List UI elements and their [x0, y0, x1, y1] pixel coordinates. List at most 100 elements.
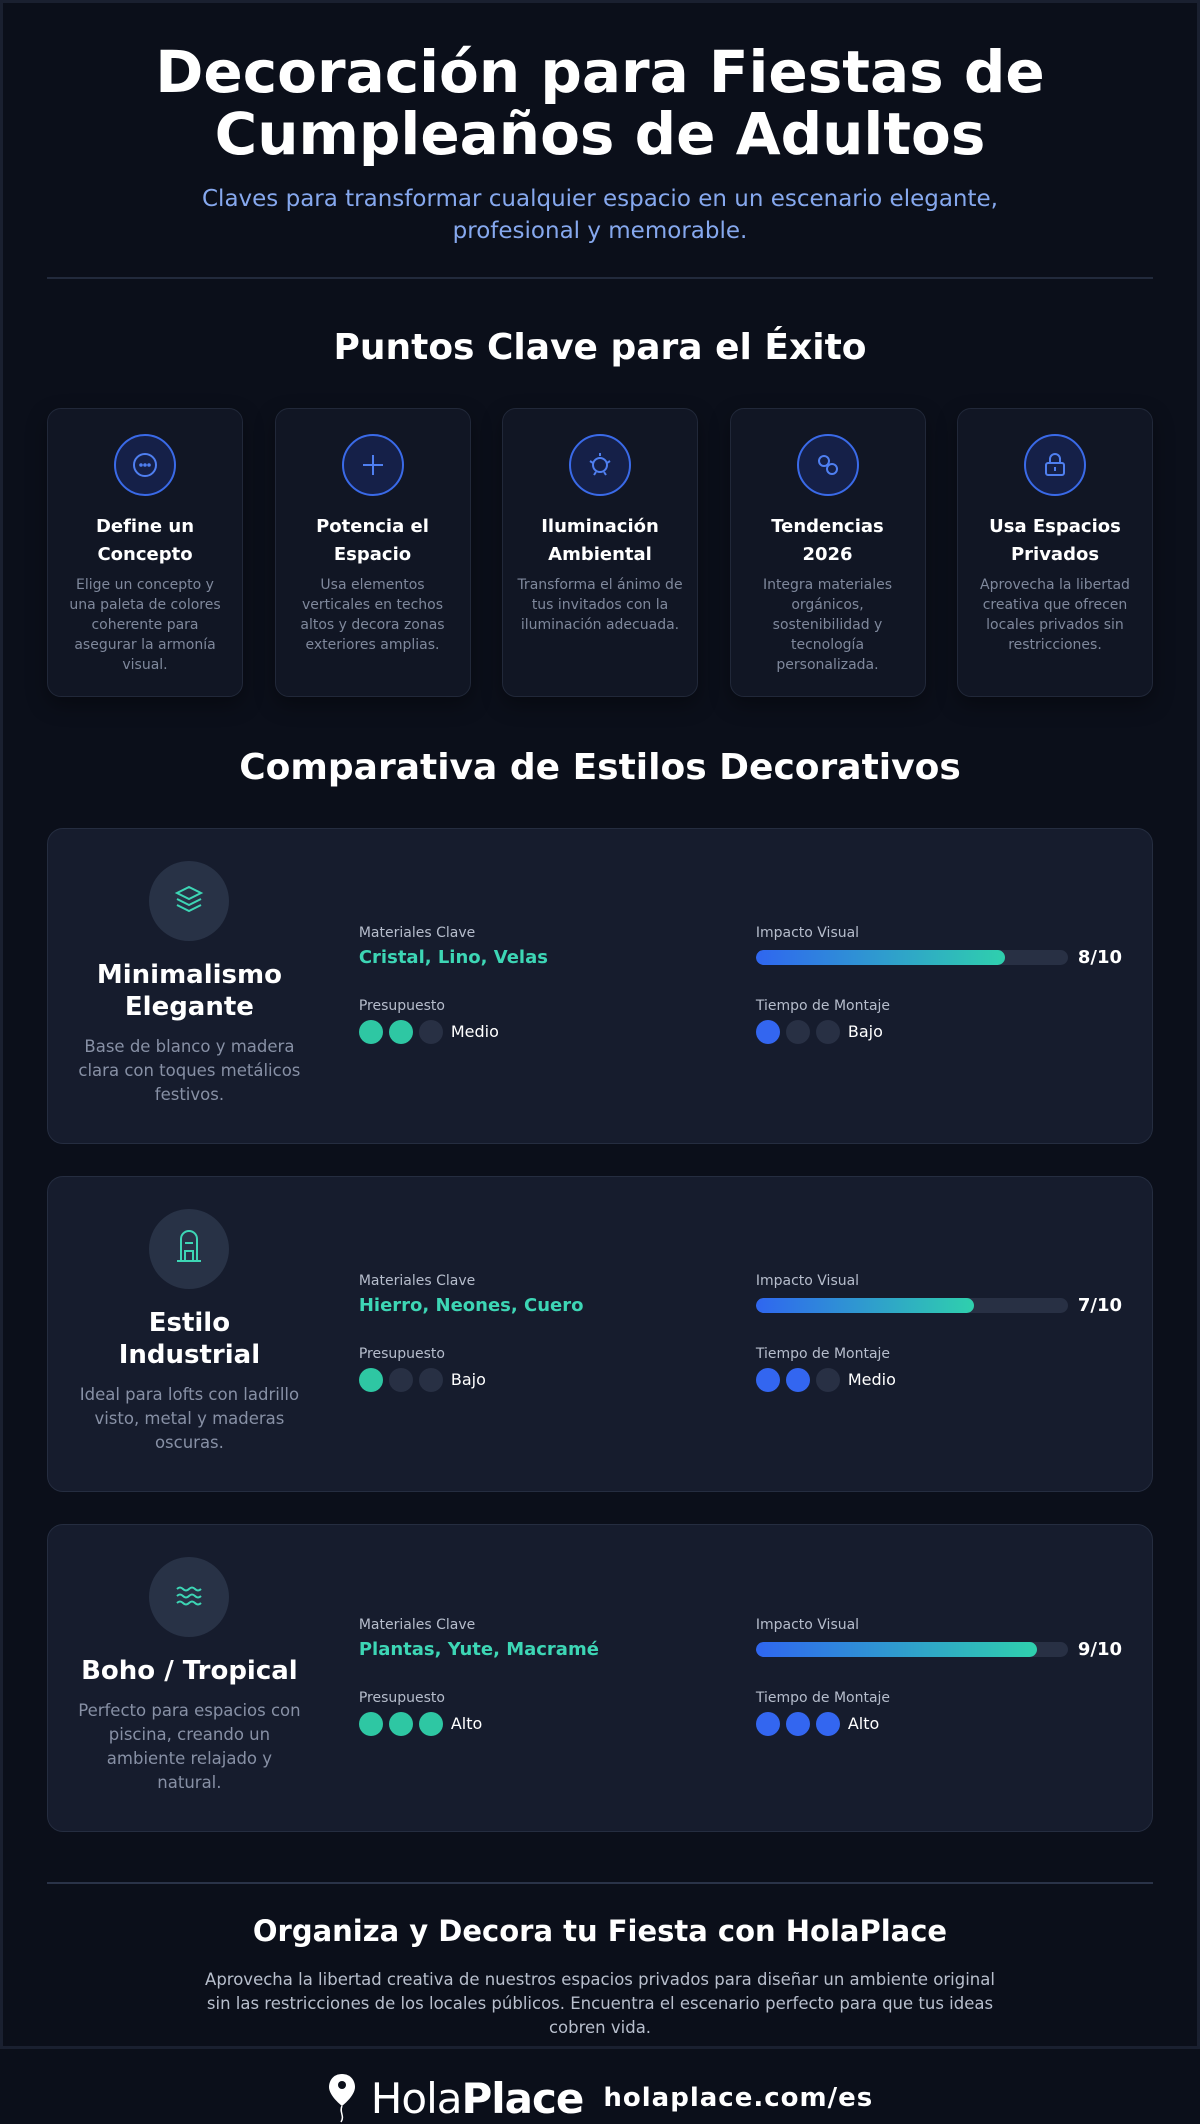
- style-summary: Minimalismo Elegante Base de blanco y mad…: [78, 861, 301, 1107]
- metric: Materiales Clave Cristal, Lino, Velas: [359, 925, 756, 968]
- metric-label: Tiempo de Montaje: [755, 1689, 891, 1706]
- rating-label: Bajo: [847, 1022, 883, 1041]
- metric-label: Impacto Visual: [755, 1616, 860, 1633]
- style-metrics: Materiales Clave Cristal, Lino, Velas Impa…: [358, 924, 1122, 1044]
- logo-pin: [328, 2074, 355, 2123]
- rating-label: Bajo: [450, 1370, 486, 1389]
- subtitle: Claves para transformar cualquier espaci…: [202, 186, 998, 244]
- style-description: Perfecto para espacios con piscina, crea…: [78, 1701, 301, 1792]
- metric: Tiempo de Montaje Bajo: [755, 998, 1122, 1044]
- rating-dot: [388, 1367, 413, 1392]
- style-description: Base de blanco y madera clara con toques…: [78, 1037, 301, 1104]
- key-point-card: Potencia el Espacio Usa elementos vertica…: [274, 408, 471, 697]
- impact-row: 8/10: [755, 946, 1122, 968]
- metric: Presupuesto Medio: [358, 998, 756, 1044]
- rating-dot: [358, 1019, 383, 1044]
- icon: [517, 433, 683, 497]
- metric: Tiempo de Montaje Medio: [755, 1345, 1122, 1392]
- key-points: Define un Concepto Elige un concepto y un…: [47, 408, 1153, 697]
- rating-row: Medio: [755, 1367, 1122, 1392]
- rating-dot: [815, 1711, 840, 1736]
- impact-track: [755, 949, 1068, 965]
- metric: Materiales Clave Hierro, Neones, Cuero: [359, 1273, 756, 1316]
- rating-dot: [815, 1367, 840, 1392]
- metric-label: Presupuesto: [358, 1689, 445, 1706]
- key-point-title: Usa Espacios Privados: [989, 516, 1121, 565]
- icon: [78, 1557, 301, 1637]
- url[interactable]: holaplace.com/es: [603, 2083, 874, 2113]
- icon: [114, 434, 176, 496]
- metric-label: Presupuesto: [358, 1345, 445, 1362]
- rating-label: Alto: [847, 1714, 880, 1733]
- impact-label: 8/10: [1077, 946, 1122, 968]
- style-comparison: Minimalismo Elegante Base de blanco y mad…: [47, 828, 1153, 1832]
- footer-text: Aprovecha la libertad creativa de nuestr…: [205, 1970, 995, 2037]
- rating-dot: [755, 1367, 780, 1392]
- materials: Cristal, Lino, Velas: [358, 946, 548, 968]
- icon: [78, 861, 301, 941]
- impact-row: 7/10: [755, 1294, 1122, 1316]
- rating-dots: [755, 1367, 846, 1392]
- style-name: Boho / Tropical: [81, 1656, 298, 1686]
- style-summary: Estilo Industrial Ideal para lofts con la…: [78, 1209, 301, 1455]
- impact-label: 9/10: [1077, 1638, 1122, 1660]
- metric-label: Materiales Clave: [358, 1272, 476, 1289]
- icon: [745, 433, 911, 497]
- rating-label: Alto: [450, 1714, 483, 1733]
- key-point-title: Define un Concepto: [95, 516, 195, 565]
- metric-label: Tiempo de Montaje: [755, 1345, 891, 1362]
- divider: [47, 277, 1153, 279]
- materials: Hierro, Neones, Cuero: [358, 1294, 584, 1316]
- impact-bar: [755, 949, 1006, 965]
- icon: [62, 433, 228, 497]
- icon: [78, 1209, 301, 1289]
- style-card: Estilo Industrial Ideal para lofts con la…: [47, 1176, 1153, 1492]
- rating-dot: [358, 1367, 383, 1392]
- key-point-text: Integra materiales orgánicos, sostenibil…: [762, 577, 893, 673]
- impact-bar: [755, 1641, 1037, 1657]
- metric: Materiales Clave Plantas, Yute, Macramé: [359, 1617, 756, 1660]
- metric-label: Impacto Visual: [755, 924, 860, 941]
- rating-dot: [418, 1711, 443, 1736]
- icon: [149, 861, 230, 941]
- rating-dots: [755, 1019, 846, 1044]
- metric: Presupuesto Bajo: [358, 1345, 756, 1392]
- rating-row: Alto: [755, 1711, 1122, 1736]
- key-point-card: Usa Espacios Privados Aprovecha la libert…: [957, 408, 1153, 697]
- rating-dot: [755, 1019, 780, 1044]
- rating-dot: [418, 1367, 443, 1392]
- logo-part: Place: [461, 2073, 584, 2123]
- style-name: Estilo Industrial: [118, 1308, 261, 1370]
- rating-row: Bajo: [755, 1019, 1122, 1044]
- style-summary: Boho / Tropical Perfecto para espacios co…: [78, 1557, 301, 1795]
- section-title: Puntos Clave para el Éxito: [333, 327, 867, 368]
- rating-dots: [755, 1711, 846, 1736]
- rating-label: Medio: [450, 1022, 499, 1041]
- key-point-title: Tendencias 2026: [771, 516, 884, 565]
- footer: Organiza y Decora tu Fiesta con HolaPlac…: [47, 1882, 1153, 2124]
- metric: Impacto Visual 9/10: [755, 1616, 1122, 1660]
- style-name: Minimalismo Elegante: [96, 960, 282, 1022]
- rating-dot: [388, 1019, 413, 1044]
- key-point-title: Iluminación Ambiental: [541, 516, 659, 565]
- rating-dot: [388, 1711, 413, 1736]
- logo: HolaPlace: [371, 2073, 585, 2123]
- icon: [1024, 434, 1086, 496]
- rating-dot: [755, 1711, 780, 1736]
- impact-label: 7/10: [1077, 1294, 1122, 1316]
- icon: [149, 1557, 230, 1637]
- style-metrics: Materiales Clave Plantas, Yute, Macramé Im…: [358, 1616, 1122, 1736]
- metric: Impacto Visual 7/10: [755, 1273, 1122, 1316]
- section-title: Comparativa de Estilos Decorativos: [239, 747, 961, 788]
- metric: Tiempo de Montaje Alto: [755, 1689, 1122, 1736]
- rating-dots: [358, 1711, 449, 1736]
- impact-bar: [755, 1297, 975, 1313]
- metric: Impacto Visual 8/10: [755, 924, 1122, 968]
- rating-dot: [815, 1019, 840, 1044]
- impact-track: [755, 1297, 1068, 1313]
- icon: [149, 1209, 230, 1289]
- rating-dots: [358, 1019, 449, 1044]
- style-card: Boho / Tropical Perfecto para espacios co…: [47, 1524, 1153, 1832]
- rating-dots: [358, 1367, 449, 1392]
